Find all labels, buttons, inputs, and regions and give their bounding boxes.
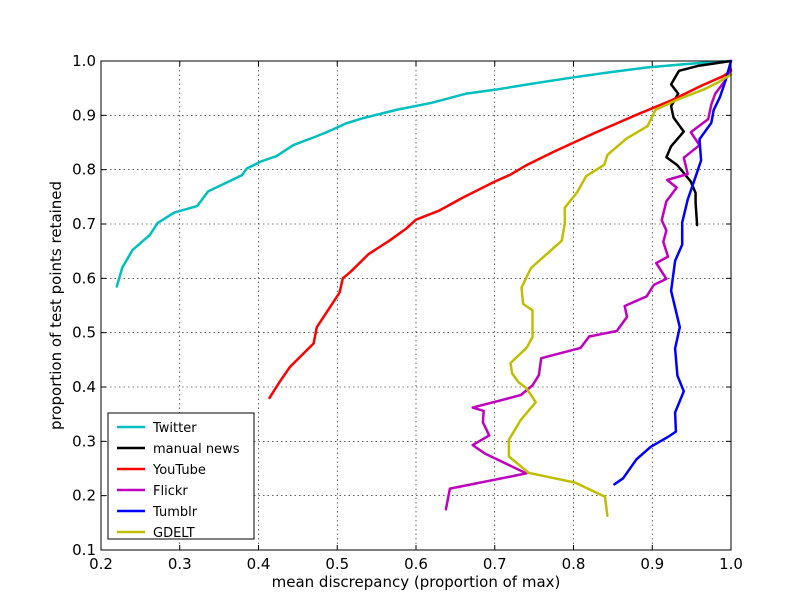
legend: Twitter manual news YouTube Flickr Tumblr GDE… (107, 412, 255, 541)
y-tick-label: 0.5 (72, 324, 96, 342)
series-lines (115, 59, 733, 518)
axis-ticks: 0.2 0.3 0.4 0.5 0.6 0.7 0.8 0.9 1.00.10.20.30.40… (72, 52, 743, 573)
legend-label-flickr: Flickr (153, 484, 188, 499)
legend-box (107, 412, 255, 540)
legend-label-manual-news: manual news (153, 442, 240, 457)
series-line-manual-news (665, 59, 733, 227)
x-tick-label: 0.7 (483, 555, 507, 573)
series-line-flickr (444, 67, 733, 511)
x-tick-label: 0.5 (325, 555, 349, 573)
x-axis-label: mean discrepancy (proportion of max) (272, 573, 561, 591)
series-line-twitter (115, 59, 733, 288)
x-tick-label: 0.6 (404, 555, 428, 573)
series-line-youtube (268, 69, 733, 400)
series-line-tumblr (613, 59, 733, 486)
x-tick-label: 0.2 (89, 555, 113, 573)
x-tick-label: 0.3 (168, 555, 192, 573)
y-tick-label: 0.8 (72, 161, 96, 179)
y-tick-label: 0.9 (72, 106, 96, 124)
y-axis-label: proportion of test points retained (47, 181, 65, 430)
y-tick-label: 1.0 (72, 52, 96, 70)
y-tick-label: 0.6 (72, 269, 96, 287)
y-tick-label: 0.4 (72, 378, 96, 396)
y-tick-label: 0.7 (72, 215, 96, 233)
y-tick-label: 0.1 (72, 541, 96, 559)
legend-label-gdelt: GDELT (153, 526, 195, 541)
x-tick-label: 1.0 (719, 555, 743, 573)
legend-label-twitter: Twitter (152, 421, 197, 436)
x-tick-label: 0.8 (562, 555, 586, 573)
x-tick-label: 0.9 (640, 555, 664, 573)
legend-label-tumblr: Tumblr (152, 505, 198, 520)
y-tick-label: 0.2 (72, 487, 96, 505)
legend-label-youtube: YouTube (152, 463, 206, 478)
x-tick-label: 0.4 (247, 555, 271, 573)
y-tick-label: 0.3 (72, 432, 96, 450)
series-line-gdelt (507, 73, 733, 518)
